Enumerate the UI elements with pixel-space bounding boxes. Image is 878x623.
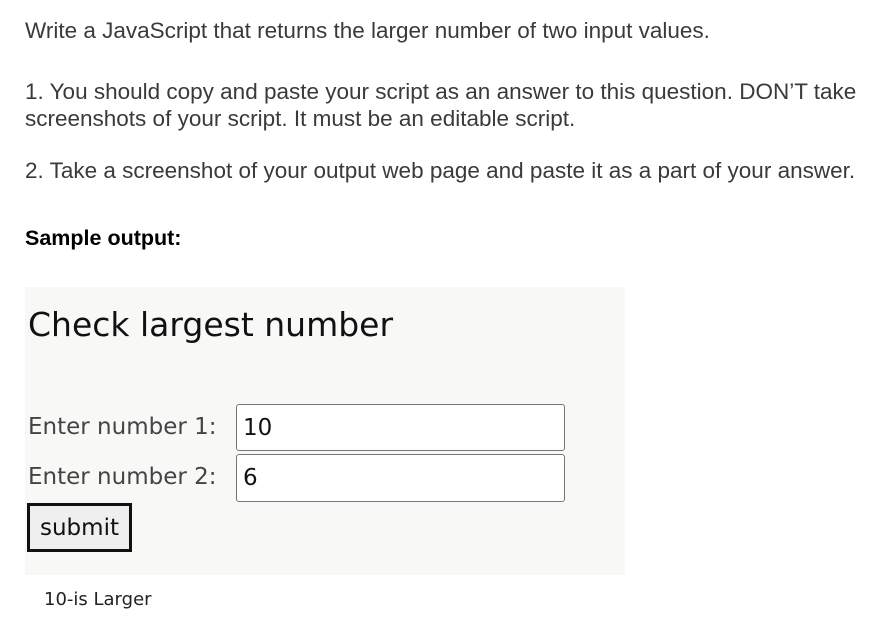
sample-title: Check largest number xyxy=(28,305,394,344)
sample-output-panel: Check largest number Enter number 1: Ent… xyxy=(25,287,625,575)
number-1-label: Enter number 1: xyxy=(28,414,217,440)
instruction-2: 2. Take a screenshot of your output web … xyxy=(25,158,856,183)
sample-output-label: Sample output: xyxy=(25,226,182,250)
number-2-input[interactable] xyxy=(236,454,565,502)
submit-button[interactable]: submit xyxy=(27,503,132,552)
number-1-input[interactable] xyxy=(236,404,565,451)
question-text: Write a JavaScript that returns the larg… xyxy=(25,18,710,43)
number-2-label: Enter number 2: xyxy=(28,464,217,490)
result-text: 10-is Larger xyxy=(44,589,152,610)
instruction-1: 1. You should copy and paste your script… xyxy=(25,79,857,131)
